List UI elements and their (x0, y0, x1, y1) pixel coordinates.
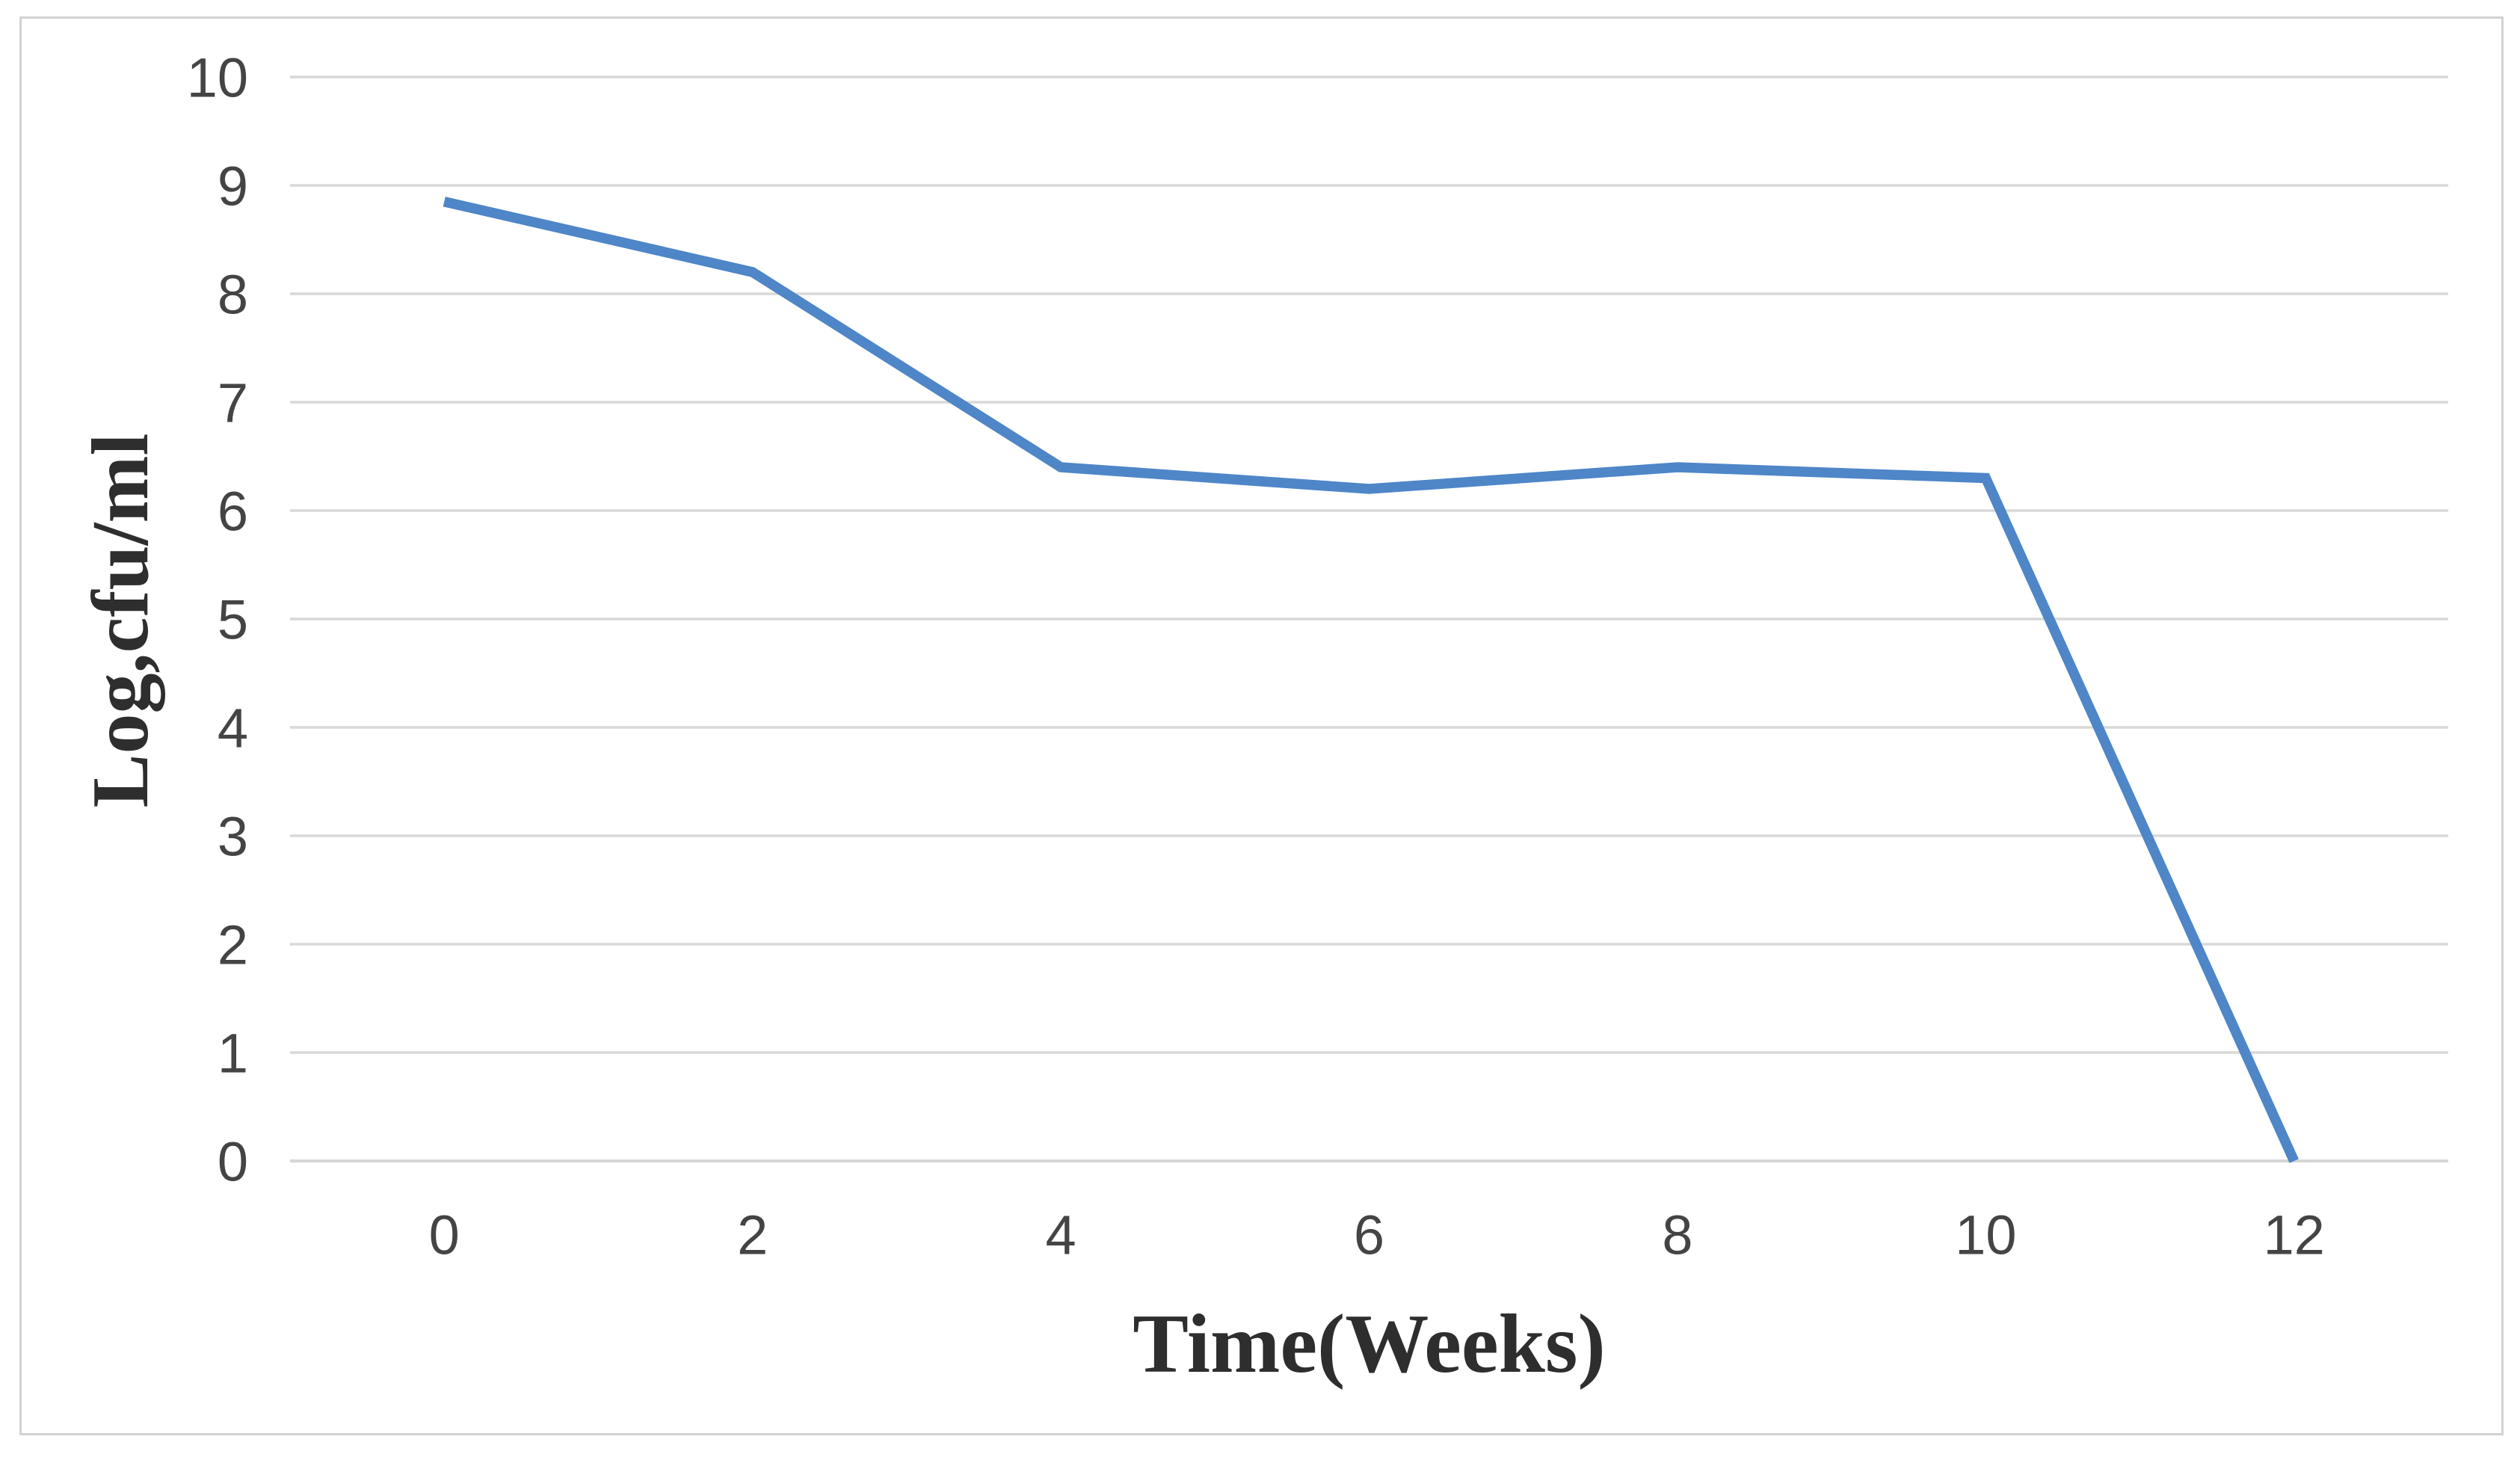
y-tick-label: 9 (218, 155, 248, 218)
y-tick-label: 4 (218, 697, 248, 760)
x-tick-label: 2 (737, 1204, 768, 1266)
data-series-line (443, 197, 2299, 1163)
y-axis-title: Log,cfu/ml (76, 433, 165, 808)
y-tick-label: 2 (218, 914, 248, 976)
x-tick-label: 8 (1662, 1204, 1692, 1266)
y-tick-label: 10 (187, 47, 248, 109)
x-tick-label: 0 (429, 1204, 460, 1266)
x-axis-title: Time(Weeks) (1133, 1298, 1606, 1390)
y-tick-label: 6 (218, 481, 248, 543)
x-tick-label: 12 (2264, 1204, 2325, 1266)
y-tick-label: 8 (218, 264, 248, 326)
y-tick-label: 1 (218, 1023, 248, 1085)
y-tick-label: 5 (218, 589, 248, 651)
x-tick-label: 6 (1354, 1204, 1384, 1266)
x-tick-label: 10 (1955, 1204, 2016, 1266)
x-tick-label: 4 (1045, 1204, 1076, 1266)
y-tick-label: 0 (218, 1131, 248, 1193)
y-tick-label: 7 (218, 372, 248, 434)
y-tick-label: 3 (218, 806, 248, 868)
